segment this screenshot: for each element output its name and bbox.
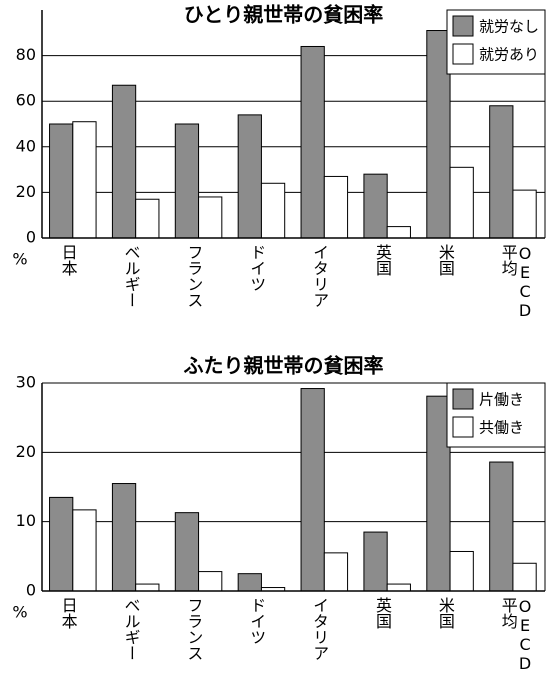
bar xyxy=(363,173,388,239)
legend-swatch xyxy=(452,43,474,65)
bar xyxy=(323,552,349,592)
y-tick-label: 40 xyxy=(16,136,36,155)
bar xyxy=(489,105,514,239)
bar xyxy=(198,571,223,592)
x-tick-label: 英国 xyxy=(373,244,393,276)
bar xyxy=(449,550,474,592)
legend-swatch xyxy=(452,388,474,410)
y-tick-label: 0 xyxy=(26,581,36,600)
x-tick-label: 米国 xyxy=(435,244,455,276)
y-tick-label: 0 xyxy=(26,228,36,247)
bar xyxy=(260,182,286,239)
x-tick-label: フランス xyxy=(184,244,204,308)
legend-swatch xyxy=(452,15,474,37)
legend-label: 片働き xyxy=(479,391,524,409)
bar xyxy=(512,189,537,239)
x-tick-label: 日本 xyxy=(58,244,78,276)
bar xyxy=(300,45,325,239)
y-tick-label: 30 xyxy=(16,373,36,392)
bar xyxy=(135,583,160,592)
chart-title: ひとり親世帯の貧困率 xyxy=(184,3,383,27)
chart-title: ふたり親世帯の貧困率 xyxy=(184,354,384,378)
x-tick-label: イタリア xyxy=(310,597,330,661)
legend-label: 共働き xyxy=(479,419,524,437)
x-tick-label: ドイツ xyxy=(247,244,267,292)
bar xyxy=(111,483,137,592)
y-tick-label: 60 xyxy=(16,91,36,110)
legend-swatch xyxy=(452,416,474,438)
y-unit: % xyxy=(12,603,27,622)
x-tick-label: OECD平均 xyxy=(498,597,535,673)
bar xyxy=(174,123,200,239)
bar xyxy=(300,388,325,592)
bar xyxy=(174,512,200,592)
x-tick-label: ベルギー xyxy=(121,244,141,308)
x-tick-label: ベルギー xyxy=(121,597,141,661)
y-tick-label: 10 xyxy=(16,511,36,530)
bar xyxy=(198,196,223,239)
y-tick-label: 20 xyxy=(16,182,36,201)
x-tick-label: イタリア xyxy=(310,244,330,308)
x-tick-label: 英国 xyxy=(373,597,393,629)
bar xyxy=(135,198,160,239)
bar xyxy=(323,175,349,239)
legend-label: 就労なし xyxy=(479,18,539,36)
bar xyxy=(386,583,411,592)
bar xyxy=(449,166,474,239)
bar xyxy=(512,562,537,592)
x-tick-label: OECD平均 xyxy=(498,244,535,320)
bar xyxy=(489,461,514,592)
bar xyxy=(363,531,388,592)
bar xyxy=(237,114,262,239)
x-tick-label: 日本 xyxy=(58,597,78,629)
bar xyxy=(111,84,137,239)
bar xyxy=(72,121,97,239)
x-tick-label: 米国 xyxy=(435,597,455,629)
y-unit: % xyxy=(12,250,27,269)
x-tick-label: フランス xyxy=(184,597,204,661)
legend-label: 就労あり xyxy=(479,46,539,64)
bar xyxy=(72,509,97,592)
bar xyxy=(237,573,262,592)
x-tick-label: ドイツ xyxy=(247,597,267,645)
y-tick-label: 80 xyxy=(16,45,36,64)
y-tick-label: 20 xyxy=(16,442,36,461)
bar xyxy=(49,123,74,239)
bar xyxy=(49,496,74,592)
bar xyxy=(386,226,411,239)
